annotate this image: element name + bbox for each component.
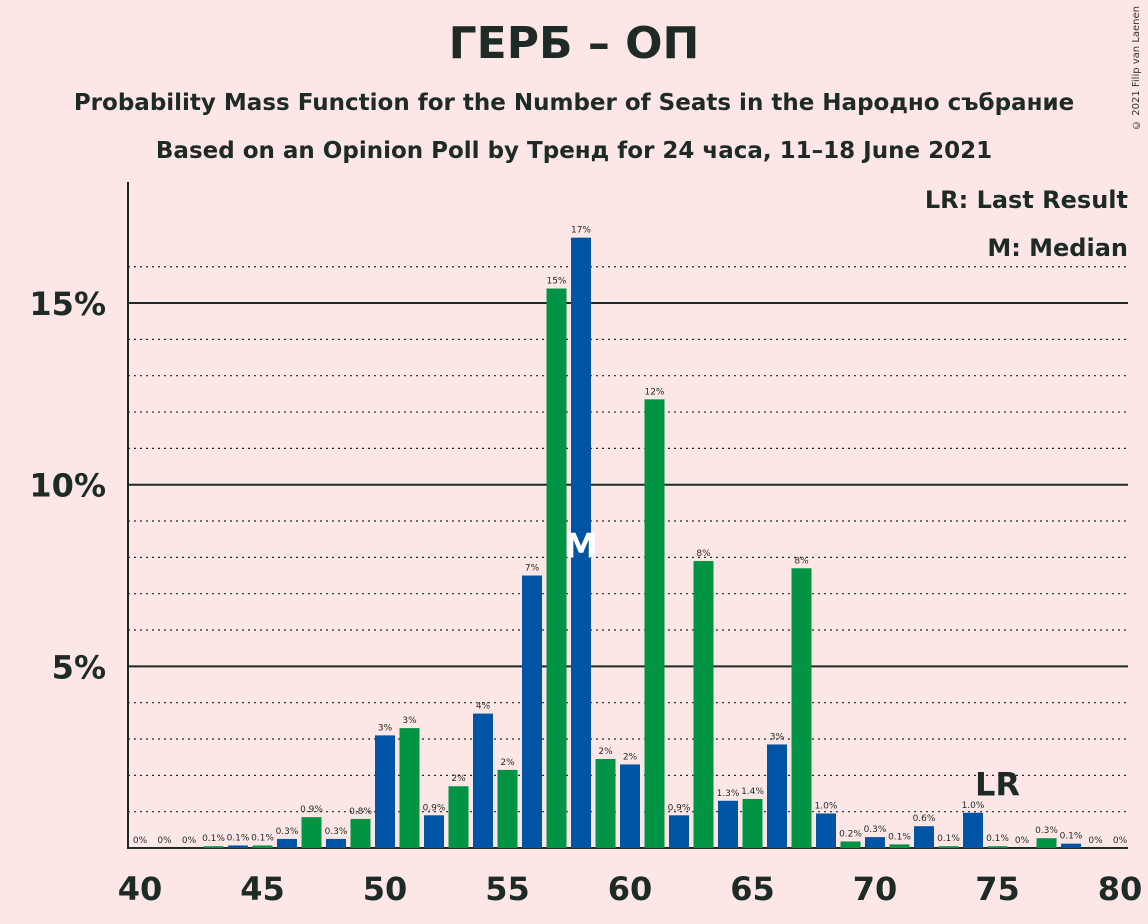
bar-value-label: 3% (770, 732, 785, 742)
bar-value-label: 0% (157, 836, 172, 846)
bar-seats-47 (301, 817, 322, 848)
x-tick-label: 50 (363, 870, 408, 908)
bar-seats-46 (277, 838, 297, 848)
bar-seats-65 (742, 798, 763, 848)
x-tick-label: 70 (853, 870, 898, 908)
bar-value-label: 0% (1015, 836, 1030, 846)
bar-seats-69 (840, 841, 861, 848)
bar-seats-59 (595, 758, 616, 848)
bar-value-label: 1.0% (962, 801, 985, 811)
bar-value-label: 0% (133, 836, 148, 846)
bar-seats-75 (987, 846, 1008, 848)
bar-value-label: 1.4% (741, 787, 764, 797)
bar-value-label: 0.1% (202, 834, 225, 844)
y-tick-label: 5% (52, 648, 106, 686)
legend-median: M: Median (987, 234, 1128, 262)
chart-subtitle: Probability Mass Function for the Number… (73, 90, 1075, 116)
bar-value-label: 2% (500, 758, 515, 768)
x-tick-label: 55 (485, 870, 530, 908)
median-marker: M (564, 526, 598, 566)
bar-seats-57 (546, 288, 567, 848)
bar-seats-78 (1061, 843, 1081, 848)
bar-seats-44 (228, 845, 248, 848)
chart-title: ГЕРБ – ОП (448, 18, 700, 69)
bar-value-label: 1.0% (815, 801, 838, 811)
bar-seats-72 (914, 826, 934, 848)
bar-value-label: 3% (402, 716, 417, 726)
bar-seats-73 (938, 846, 959, 848)
x-tick-label: 40 (118, 870, 163, 908)
bar-seats-43 (203, 846, 224, 848)
bar-seats-54 (473, 713, 493, 848)
bar-value-label: 0.9% (423, 803, 446, 813)
legend-last-result: LR: Last Result (924, 186, 1128, 214)
bar-seats-52 (424, 815, 444, 848)
bar-seats-62 (669, 815, 689, 848)
bar-value-label: 0.9% (668, 803, 691, 813)
bar-value-label: 0.8% (349, 807, 372, 817)
bar-value-label: 0.1% (986, 834, 1009, 844)
bar-value-label: 0.1% (251, 833, 274, 843)
bar-seats-60 (620, 764, 640, 848)
bar-value-label: 0.1% (227, 833, 250, 843)
bar-value-label: 8% (794, 556, 809, 566)
bar-value-label: 0.9% (300, 805, 323, 815)
bar-value-label: 0.1% (888, 832, 911, 842)
bar-seats-66 (767, 744, 787, 848)
bar-value-label: 2% (623, 752, 638, 762)
bar-value-label: 2% (451, 774, 466, 784)
bar-seats-67 (791, 568, 812, 848)
bar-value-label: 4% (476, 702, 491, 712)
bar-seats-64 (718, 800, 738, 848)
bar-value-label: 0% (1113, 836, 1128, 846)
y-tick-label: 15% (29, 285, 106, 323)
bar-value-label: 0% (182, 836, 197, 846)
bar-value-label: 2% (598, 747, 613, 757)
bar-seats-55 (497, 769, 518, 848)
bar-value-label: 17% (571, 226, 591, 236)
bar-value-label: 15% (546, 277, 566, 287)
bar-seats-70 (865, 837, 885, 848)
bar-seats-58 (571, 237, 591, 848)
bar-value-label: 0.3% (325, 827, 348, 837)
bar-seats-49 (350, 818, 371, 848)
bar-seats-77 (1036, 838, 1057, 848)
bar-value-label: 0.1% (937, 834, 960, 844)
bar-value-label: 0.3% (864, 825, 887, 835)
bar-seats-63 (693, 560, 714, 848)
bar-seats-53 (448, 786, 469, 848)
bar-seats-71 (889, 844, 910, 848)
bar-value-label: 7% (525, 564, 540, 574)
bar-value-label: 0.2% (839, 829, 862, 839)
bar-value-label: 0.6% (913, 814, 936, 824)
bar-value-label: 0.3% (1035, 826, 1058, 836)
bar-seats-61 (644, 399, 665, 848)
bar-seats-74 (963, 812, 983, 848)
x-tick-label: 75 (975, 870, 1020, 908)
x-tick-label: 45 (240, 870, 285, 908)
bar-seats-56 (522, 575, 542, 848)
bar-seats-45 (252, 845, 273, 848)
x-tick-label: 65 (730, 870, 775, 908)
x-tick-label: 60 (608, 870, 653, 908)
bar-seats-51 (399, 728, 420, 848)
y-tick-label: 10% (29, 467, 106, 505)
chart-subtitle-source: Based on an Opinion Poll by Тренд for 24… (155, 138, 993, 164)
bar-value-label: 0.1% (1060, 832, 1083, 842)
bar-value-label: 12% (644, 387, 664, 397)
last-result-marker: LR (975, 765, 1020, 803)
bar-seats-48 (326, 838, 346, 848)
bar-value-label: 8% (696, 549, 711, 559)
bar-value-label: 0.3% (276, 827, 299, 837)
bar-value-label: 1.3% (717, 789, 740, 799)
x-tick-label: 80 (1098, 870, 1143, 908)
bar-seats-50 (375, 735, 395, 848)
bar-value-label: 0% (1088, 836, 1103, 846)
bar-seats-68 (816, 813, 836, 848)
bar-value-label: 3% (378, 723, 393, 733)
